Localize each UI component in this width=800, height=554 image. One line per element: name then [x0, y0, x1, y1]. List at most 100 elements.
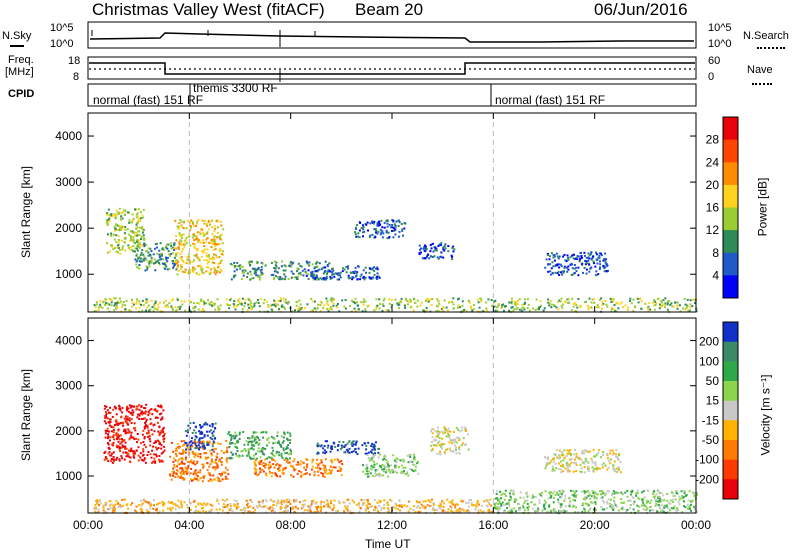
power-cell: [354, 270, 357, 273]
power-cell: [195, 253, 198, 256]
velocity-cell: [212, 466, 215, 469]
power-cell: [419, 248, 421, 251]
velocity-cell: [119, 408, 121, 410]
velocity-cell: [366, 470, 369, 473]
velocity-cell: [182, 470, 185, 473]
velocity-cell: [546, 458, 549, 461]
power-cell: [378, 298, 381, 301]
velocity-cell: [446, 498, 449, 501]
power-cell: [139, 257, 142, 260]
velocity-cell: [231, 453, 234, 456]
velocity-cell: [323, 445, 326, 447]
velocity-cell: [617, 466, 620, 469]
power-cell: [290, 265, 293, 268]
power-cell: [128, 219, 131, 222]
velocity-cell: [663, 506, 666, 509]
power-cell: [305, 260, 308, 263]
velocity-cell: [382, 464, 385, 467]
power-cell: [361, 310, 364, 313]
velocity-cell: [180, 474, 182, 477]
power-cell: [430, 304, 433, 306]
velocity-cell: [107, 508, 110, 511]
power-cell: [344, 299, 347, 301]
velocity-cell: [163, 437, 166, 440]
velocity-cell: [186, 471, 189, 474]
power-cell: [295, 304, 298, 307]
velocity-cell: [443, 452, 446, 455]
power-cell: [196, 302, 199, 304]
power-cell: [403, 227, 406, 230]
power-cell: [176, 308, 179, 311]
power-cell: [144, 269, 147, 272]
power-cell: [134, 250, 136, 253]
power-cell: [183, 245, 186, 248]
velocity-cell: [563, 499, 566, 502]
velocity-cell: [277, 499, 280, 502]
velocity-cell: [443, 451, 446, 454]
power-cell: [178, 308, 181, 310]
velocity-cell: [302, 473, 305, 476]
velocity-cell: [374, 507, 377, 510]
velocity-cell: [275, 464, 277, 466]
velocity-cell: [212, 474, 215, 477]
velocity-cell: [339, 469, 342, 472]
power-cell: [163, 266, 166, 269]
power-cell: [184, 243, 187, 246]
velocity-cell: [128, 449, 130, 452]
velocity-cell: [265, 474, 268, 477]
power-cell: [615, 310, 618, 313]
velocity-cell: [122, 439, 125, 442]
chart-title: Christmas Valley West (fitACF): [92, 0, 325, 19]
velocity-cell: [609, 505, 612, 508]
velocity-cell: [602, 453, 605, 456]
velocity-cell: [206, 444, 209, 446]
velocity-cell: [148, 438, 151, 440]
velocity-cell: [504, 503, 507, 506]
power-cell: [587, 308, 590, 311]
velocity-cell: [223, 506, 226, 508]
power-cell: [179, 252, 182, 255]
velocity-cell: [553, 460, 555, 463]
power-cell: [149, 308, 152, 311]
power-cell: [452, 297, 455, 300]
velocity-cell: [157, 404, 160, 407]
velocity-cell: [129, 461, 132, 464]
velocity-cell: [431, 508, 434, 511]
velocity-cell: [211, 425, 214, 428]
power-cell: [351, 278, 354, 281]
velocity-cell: [283, 506, 286, 509]
velocity-cell: [140, 418, 143, 420]
power-cell: [600, 297, 603, 300]
power-cell: [365, 223, 368, 226]
power-cell: [208, 273, 211, 275]
power-cell: [376, 222, 379, 225]
power-cell: [378, 276, 381, 279]
power-cell: [331, 273, 334, 276]
power-cell: [188, 261, 191, 264]
power-cell: [467, 299, 470, 302]
velocity-cell: [135, 510, 138, 513]
power-cell: [694, 302, 696, 304]
velocity-region-9: [93, 498, 494, 515]
power-cell: [165, 256, 167, 259]
power-cell: [400, 297, 403, 300]
velocity-cell: [268, 461, 271, 464]
power-cell: [111, 245, 114, 248]
velocity-cell: [184, 430, 187, 432]
power-cell: [563, 253, 566, 256]
velocity-cell: [123, 498, 126, 501]
velocity-cell: [549, 492, 551, 495]
power-cell: [156, 252, 159, 255]
power-region-7: [418, 242, 456, 261]
power-cell: [138, 226, 141, 229]
velocity-cell: [126, 503, 129, 506]
power-cell: [140, 227, 143, 230]
power-cell: [263, 298, 266, 301]
power-cell: [521, 307, 523, 310]
freq-line: [89, 62, 695, 75]
velocity-cell: [374, 472, 377, 474]
power-cell: [108, 303, 111, 306]
velocity-cell: [121, 498, 124, 501]
power-cell: [127, 244, 130, 247]
velocity-cell: [496, 507, 499, 510]
